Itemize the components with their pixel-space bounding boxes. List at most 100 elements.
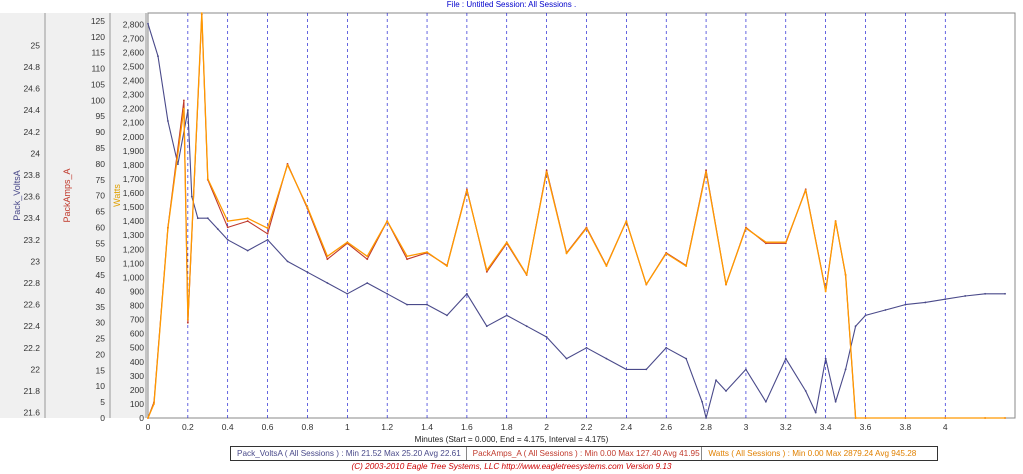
data-point <box>1004 417 1006 419</box>
y-tick-label: 2,700 <box>123 33 145 43</box>
y-tick-label: 40 <box>96 286 106 296</box>
y-tick-label: 21.8 <box>23 386 40 396</box>
data-point <box>186 321 189 324</box>
data-point <box>705 417 707 419</box>
y-tick-label: 1,000 <box>123 272 145 282</box>
data-point <box>864 417 867 419</box>
x-tick-label: 0 <box>146 422 151 432</box>
x-tick-label: 2.6 <box>660 422 672 432</box>
data-point <box>944 417 947 419</box>
legend: Pack_VoltsA ( All Sessions ) : Min 21.52… <box>230 446 938 461</box>
y-tick-label: 25 <box>96 334 106 344</box>
y-tick-label: 1,300 <box>123 230 145 240</box>
y-tick-label: 90 <box>96 127 106 137</box>
y-tick-label: 23.4 <box>23 213 40 223</box>
x-tick-label: 2 <box>544 422 549 432</box>
x-tick-label: 3 <box>744 422 749 432</box>
data-point <box>834 220 837 223</box>
y-tick-label: 2,800 <box>123 19 145 29</box>
data-point <box>804 390 807 392</box>
y-tick-label: 600 <box>130 329 144 339</box>
y-tick-label: 21.6 <box>23 408 40 418</box>
data-point <box>834 400 837 403</box>
x-tick-label: 1 <box>345 422 350 432</box>
data-point <box>525 325 528 328</box>
data-point <box>1004 292 1006 295</box>
y-tick-label: 2,300 <box>123 90 145 100</box>
data-point <box>784 357 787 360</box>
data-point <box>406 258 409 261</box>
y-tick-label: 800 <box>130 301 144 311</box>
data-point <box>701 400 703 403</box>
data-point <box>565 357 568 360</box>
data-point <box>286 163 289 166</box>
data-point <box>685 357 688 360</box>
data-point <box>565 252 568 255</box>
data-point <box>306 206 309 208</box>
series-layer <box>147 12 1006 419</box>
x-tick-label: 3.4 <box>820 422 832 432</box>
data-point <box>745 368 747 371</box>
data-point <box>246 249 249 252</box>
y-tick-label: 110 <box>91 64 105 74</box>
y-tick-label: 2,400 <box>123 76 145 86</box>
data-point <box>545 336 548 338</box>
series-line-Pack_VoltsA <box>147 23 1005 419</box>
data-point <box>645 283 648 286</box>
y-tick-label: 100 <box>91 95 105 105</box>
x-tick-label: 2.8 <box>700 422 712 432</box>
grid-lines <box>147 12 1016 419</box>
data-point <box>406 255 409 258</box>
data-point <box>625 368 628 371</box>
data-point <box>764 400 767 403</box>
y-tick-label: 100 <box>130 399 144 409</box>
y-tick-label: 125 <box>91 16 105 26</box>
y-tick-label: 23 <box>31 256 41 266</box>
y-tick-label: 70 <box>96 191 106 201</box>
y-tick-label: 1,600 <box>123 188 145 198</box>
plot-area <box>147 12 1016 419</box>
data-point <box>764 241 767 244</box>
y-tick-label: 85 <box>96 143 106 153</box>
data-point <box>804 189 807 192</box>
data-point <box>153 403 155 405</box>
data-point <box>984 292 987 295</box>
y-axis-panels: 21.6 21.8 22 22.2 22.4 22.6 22.8 23 23.2 23.4 23.6… <box>0 13 148 423</box>
y-axis-title: Watts <box>112 184 122 207</box>
y-tick-label: 900 <box>130 286 144 296</box>
axis-panel-bg <box>0 13 148 418</box>
y-tick-label: 120 <box>91 32 105 42</box>
data-point <box>406 303 409 306</box>
data-point <box>685 265 688 268</box>
data-point <box>864 314 867 317</box>
file-session-header: File : Untitled Session: All Sessions . <box>446 0 577 9</box>
data-point <box>246 217 249 220</box>
data-point <box>186 109 189 112</box>
y-tick-label: 2,600 <box>123 47 145 57</box>
y-tick-label: 45 <box>96 270 106 280</box>
data-point <box>545 171 548 173</box>
data-point <box>346 241 349 244</box>
data-point <box>884 309 887 311</box>
data-point <box>904 417 907 419</box>
data-point <box>705 169 707 172</box>
y-tick-label: 24.8 <box>23 62 40 72</box>
data-point <box>196 217 199 220</box>
y-tick-label: 20 <box>96 349 106 359</box>
x-tick-label: 1.8 <box>501 422 513 432</box>
y-tick-label: 22 <box>31 364 41 374</box>
series-line-Watts <box>147 12 1005 419</box>
y-tick-label: 2,500 <box>123 61 145 71</box>
data-point <box>326 258 329 261</box>
data-point <box>854 417 857 419</box>
data-point <box>944 298 947 301</box>
data-point <box>157 55 159 58</box>
data-point <box>226 220 229 223</box>
y-tick-label: 23.8 <box>23 170 40 180</box>
y-tick-label: 80 <box>96 159 106 169</box>
data-point <box>226 238 229 241</box>
data-point <box>167 227 169 230</box>
y-tick-label: 10 <box>96 381 106 391</box>
y-tick-label: 700 <box>130 315 144 325</box>
